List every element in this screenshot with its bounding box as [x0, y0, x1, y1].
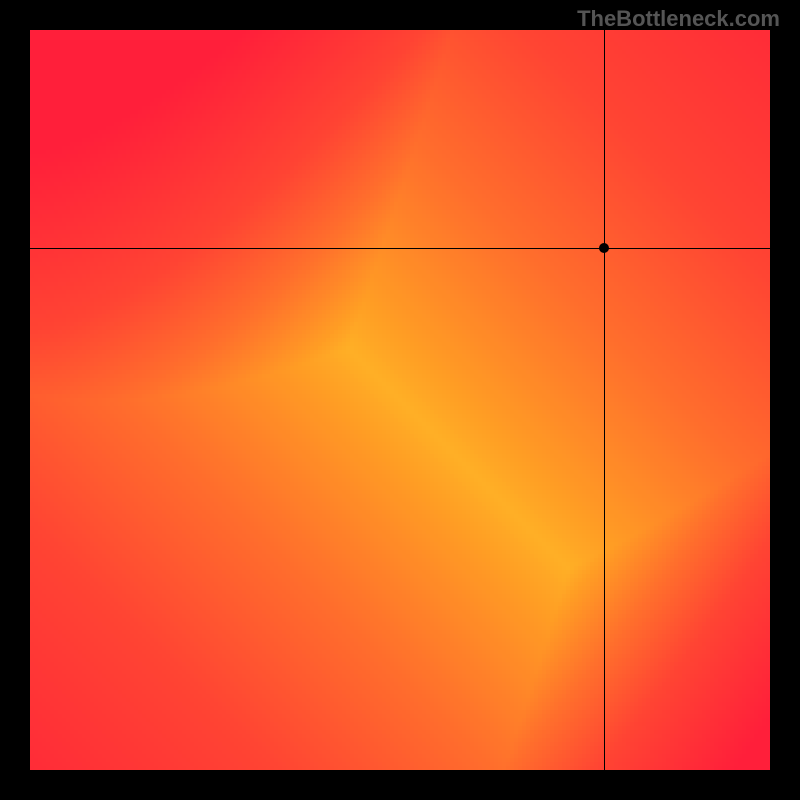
plot-area	[30, 30, 770, 770]
marker-dot	[599, 243, 609, 253]
heatmap-canvas	[30, 30, 770, 770]
watermark-text: TheBottleneck.com	[577, 6, 780, 32]
crosshair-vertical	[604, 30, 605, 770]
crosshair-horizontal	[30, 248, 770, 249]
